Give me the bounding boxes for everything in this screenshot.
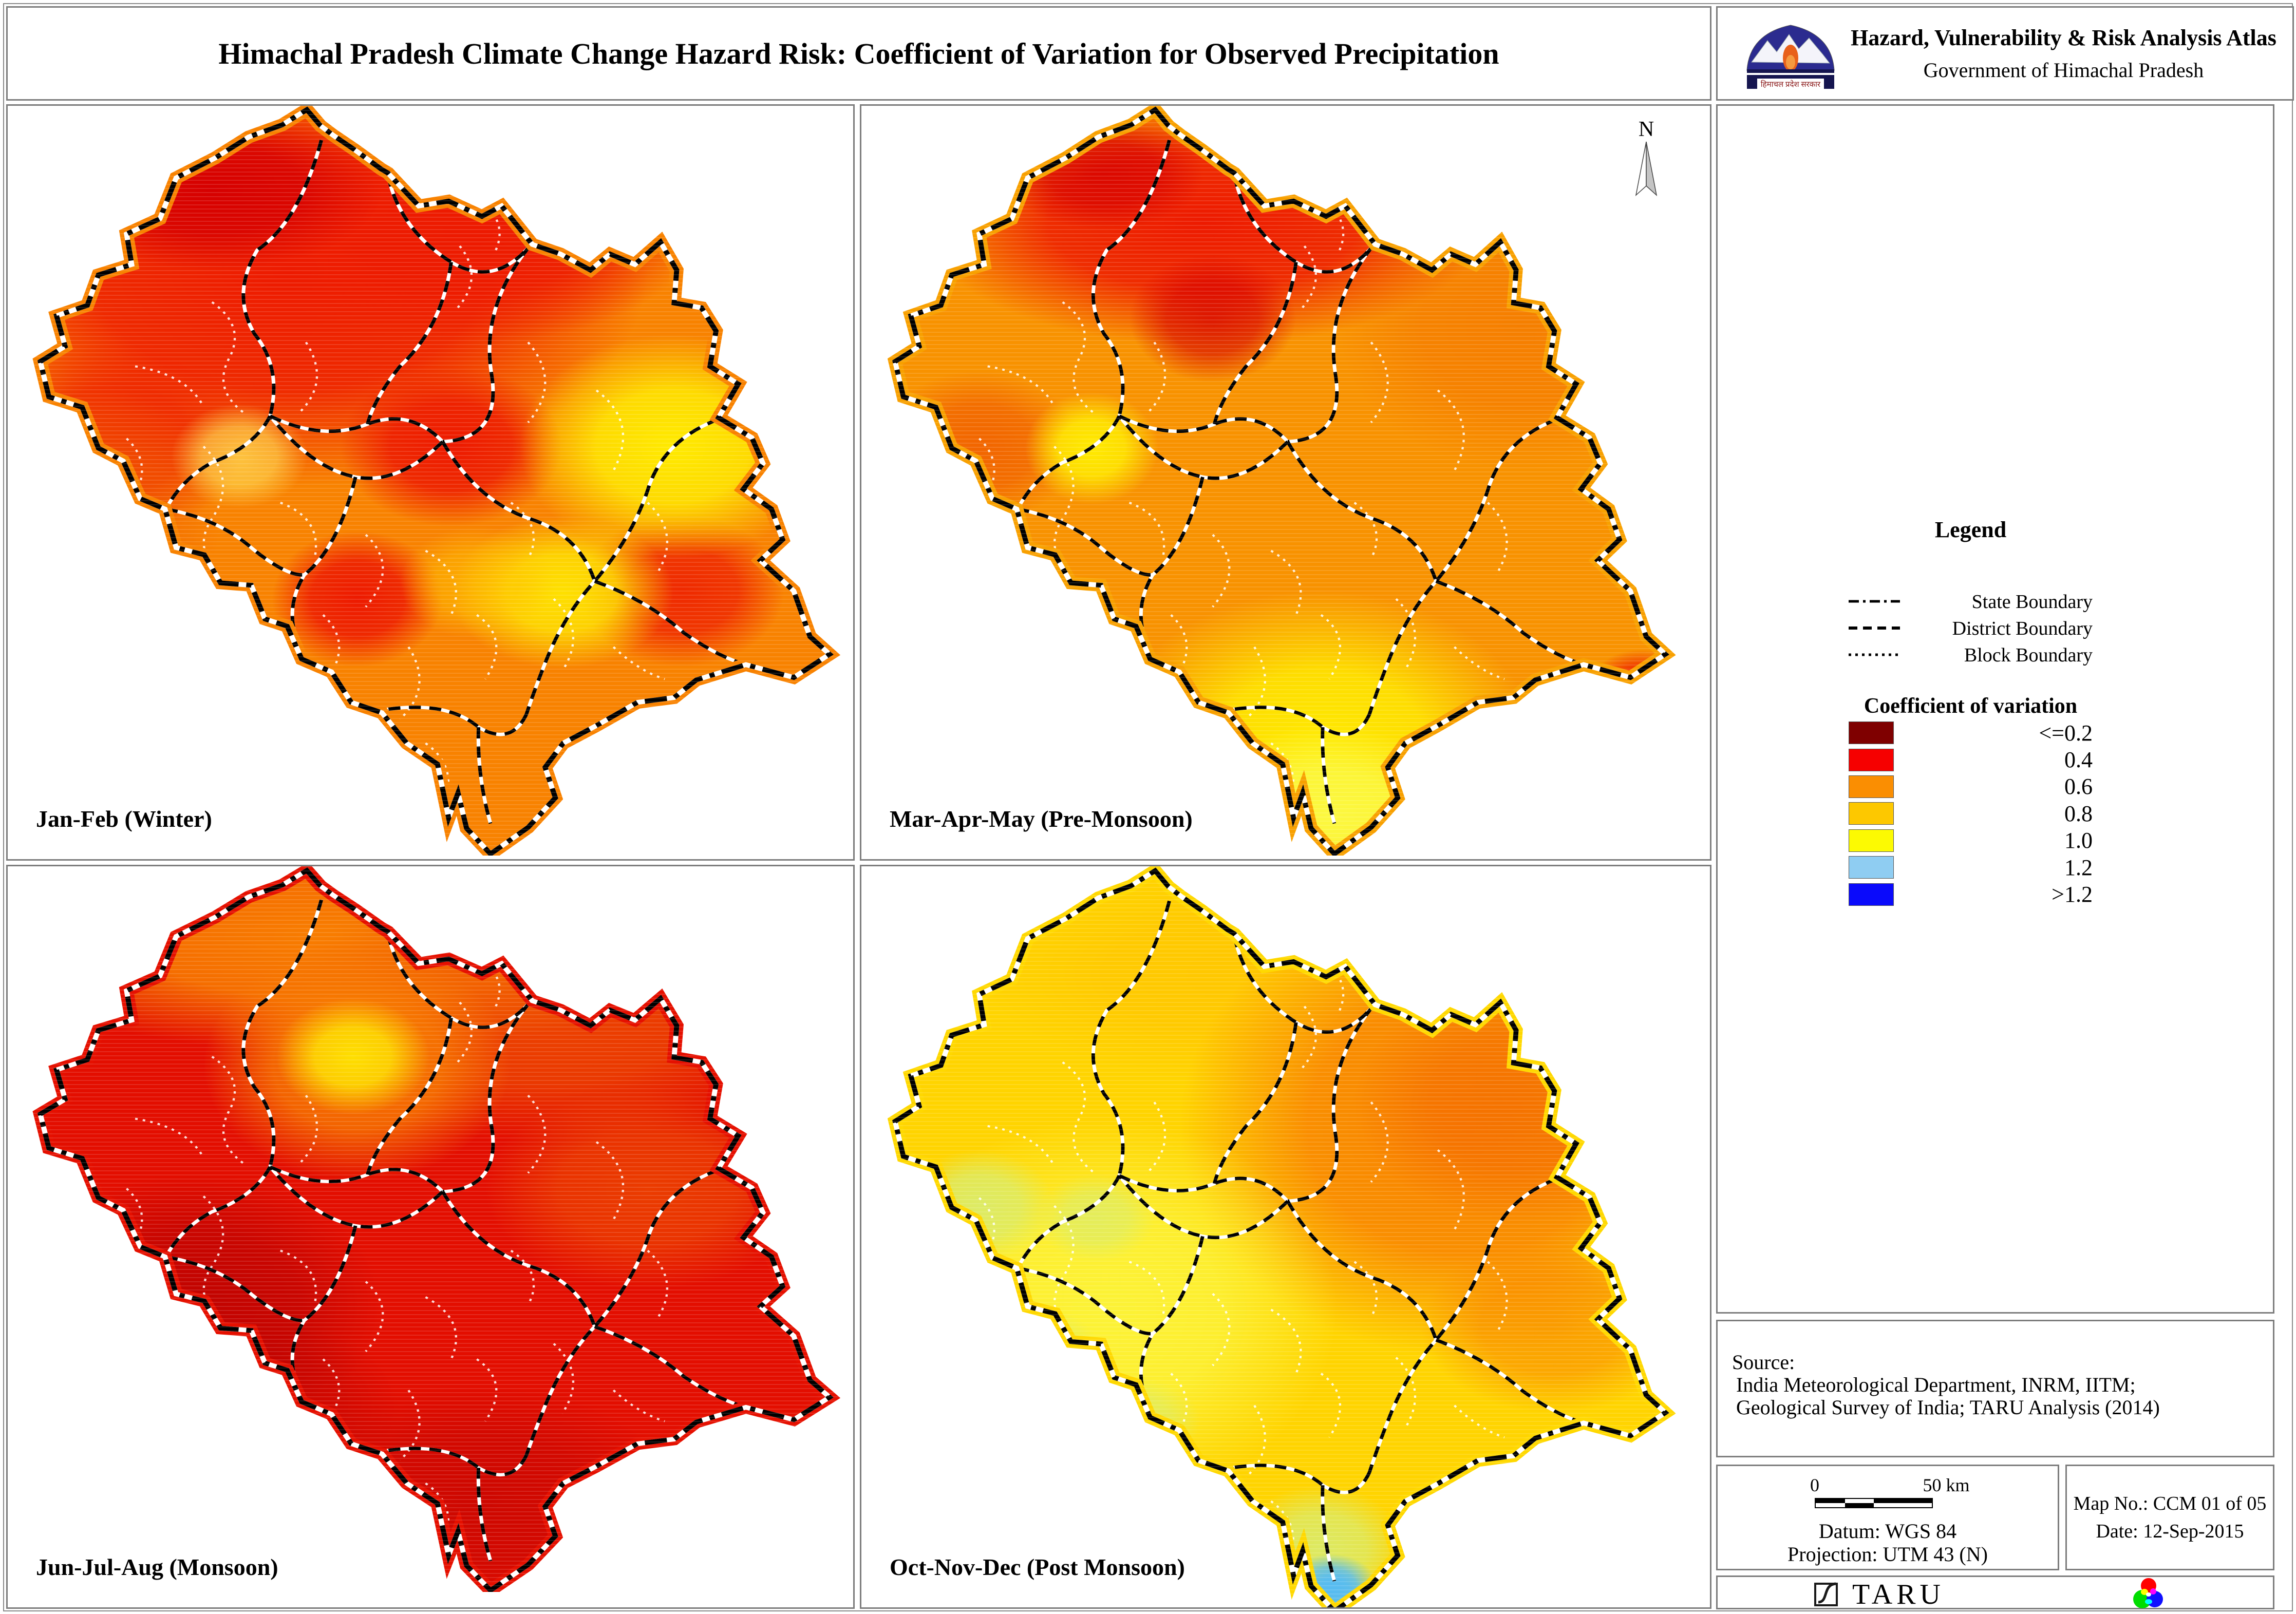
dashed-line-icon xyxy=(1849,624,1905,633)
legend-class-row: <=0.2 xyxy=(1849,719,2093,746)
dotted-line-icon xyxy=(1849,651,1905,660)
source-panel: Source: India Meteorological Department,… xyxy=(1716,1320,2274,1457)
north-arrow: N xyxy=(1630,118,1663,200)
panel-label-winter: Jan-Feb (Winter) xyxy=(36,806,212,832)
choropleth-map-post-monsoon xyxy=(860,865,1688,1607)
panel-label-post-monsoon: Oct-Nov-Dec (Post Monsoon) xyxy=(890,1554,1185,1580)
legend-class-row: 1.2 xyxy=(1849,854,2093,881)
rgb-circles-icon xyxy=(2133,1578,2163,1608)
north-arrow-icon xyxy=(1635,141,1658,197)
scale-panel: 0 50 km Datum: WGS 84 Projection: UTM 43… xyxy=(1716,1465,2059,1570)
color-swatch xyxy=(1849,829,1894,852)
map-date: Date: 12-Sep-2015 xyxy=(2096,1521,2244,1542)
page-border xyxy=(3,3,2293,1611)
panel-label-monsoon: Jun-Jul-Aug (Monsoon) xyxy=(36,1554,278,1580)
map-panel-winter: Jan-Feb (Winter) xyxy=(6,104,855,861)
source-line: India Meteorological Department, INRM, I… xyxy=(1736,1373,2136,1396)
boundary-legend: State Boundary District Boundary Block B… xyxy=(1849,588,2093,669)
color-swatch xyxy=(1849,883,1894,906)
choropleth-map-winter xyxy=(6,104,853,856)
dash-dot-line-icon xyxy=(1849,597,1905,606)
legend-row-state-boundary: State Boundary xyxy=(1849,588,2093,615)
source-line: Geological Survey of India; TARU Analysi… xyxy=(1736,1396,2160,1419)
color-swatch xyxy=(1849,775,1894,798)
projection-label: Projection: UTM 43 (N) xyxy=(1787,1543,1988,1566)
map-panel-post-monsoon: Oct-Nov-Dec (Post Monsoon) xyxy=(860,865,1711,1609)
map-info-panel: Map No.: CCM 01 of 05 Date: 12-Sep-2015 xyxy=(2065,1465,2274,1570)
atlas-subtitle: Government of Himachal Pradesh xyxy=(1923,59,2204,82)
legend-class-row: 0.6 xyxy=(1849,773,2093,800)
scale-start-label: 0 xyxy=(1810,1475,1819,1495)
atlas-title: Hazard, Vulnerability & Risk Analysis At… xyxy=(1851,25,2276,50)
color-swatch xyxy=(1849,802,1894,825)
north-label: N xyxy=(1638,118,1654,141)
datum-label: Datum: WGS 84 xyxy=(1818,1520,1957,1543)
footer-strip: TARU xyxy=(1716,1575,2274,1610)
scale-end-label: 50 km xyxy=(1923,1475,1970,1495)
himachal-emblem-logo: हिमाचल प्रदेश सरकार xyxy=(1746,25,1835,89)
legend-panel: Legend State Boundary District Boundary … xyxy=(1716,104,2274,1314)
panel-label-pre-monsoon: Mar-Apr-May (Pre-Monsoon) xyxy=(890,806,1193,832)
legend-row-block-boundary: Block Boundary xyxy=(1849,642,2093,669)
color-swatch xyxy=(1849,856,1894,879)
cov-class-legend: <=0.2 0.4 0.6 0.8 1.0 1.2 xyxy=(1849,719,2093,908)
header-panel: हिमाचल प्रदेश सरकार Hazard, Vulnerabilit… xyxy=(1716,6,2294,101)
color-swatch xyxy=(1849,721,1894,745)
choropleth-map-pre-monsoon xyxy=(860,104,1688,856)
taru-brand: TARU xyxy=(1852,1579,1945,1610)
map-panel-pre-monsoon: N Mar-Apr-May (Pre-Monsoon) xyxy=(860,104,1711,861)
source-heading: Source: xyxy=(1732,1351,1795,1374)
taru-logo-icon xyxy=(1814,1582,1838,1606)
legend-class-row: 0.8 xyxy=(1849,800,2093,827)
legend-class-row: 1.0 xyxy=(1849,827,2093,854)
legend-row-district-boundary: District Boundary xyxy=(1849,615,2093,642)
page-title: Himachal Pradesh Climate Change Hazard R… xyxy=(218,36,1499,70)
legend-title: Legend xyxy=(1934,517,2007,542)
title-bar: Himachal Pradesh Climate Change Hazard R… xyxy=(6,6,1711,101)
color-swatch xyxy=(1849,748,1894,771)
emblem-caption: हिमाचल प्रदेश सरकार xyxy=(1761,80,1821,89)
map-panel-monsoon: Jun-Jul-Aug (Monsoon) xyxy=(6,865,855,1609)
legend-class-row: 0.4 xyxy=(1849,746,2093,773)
scale-bar xyxy=(1815,1498,1933,1508)
map-number: Map No.: CCM 01 of 05 xyxy=(2073,1493,2267,1514)
legend-class-row: >1.2 xyxy=(1849,881,2093,907)
choropleth-map-monsoon xyxy=(6,865,853,1592)
legend-cov-title: Coefficient of variation xyxy=(1864,694,2078,718)
